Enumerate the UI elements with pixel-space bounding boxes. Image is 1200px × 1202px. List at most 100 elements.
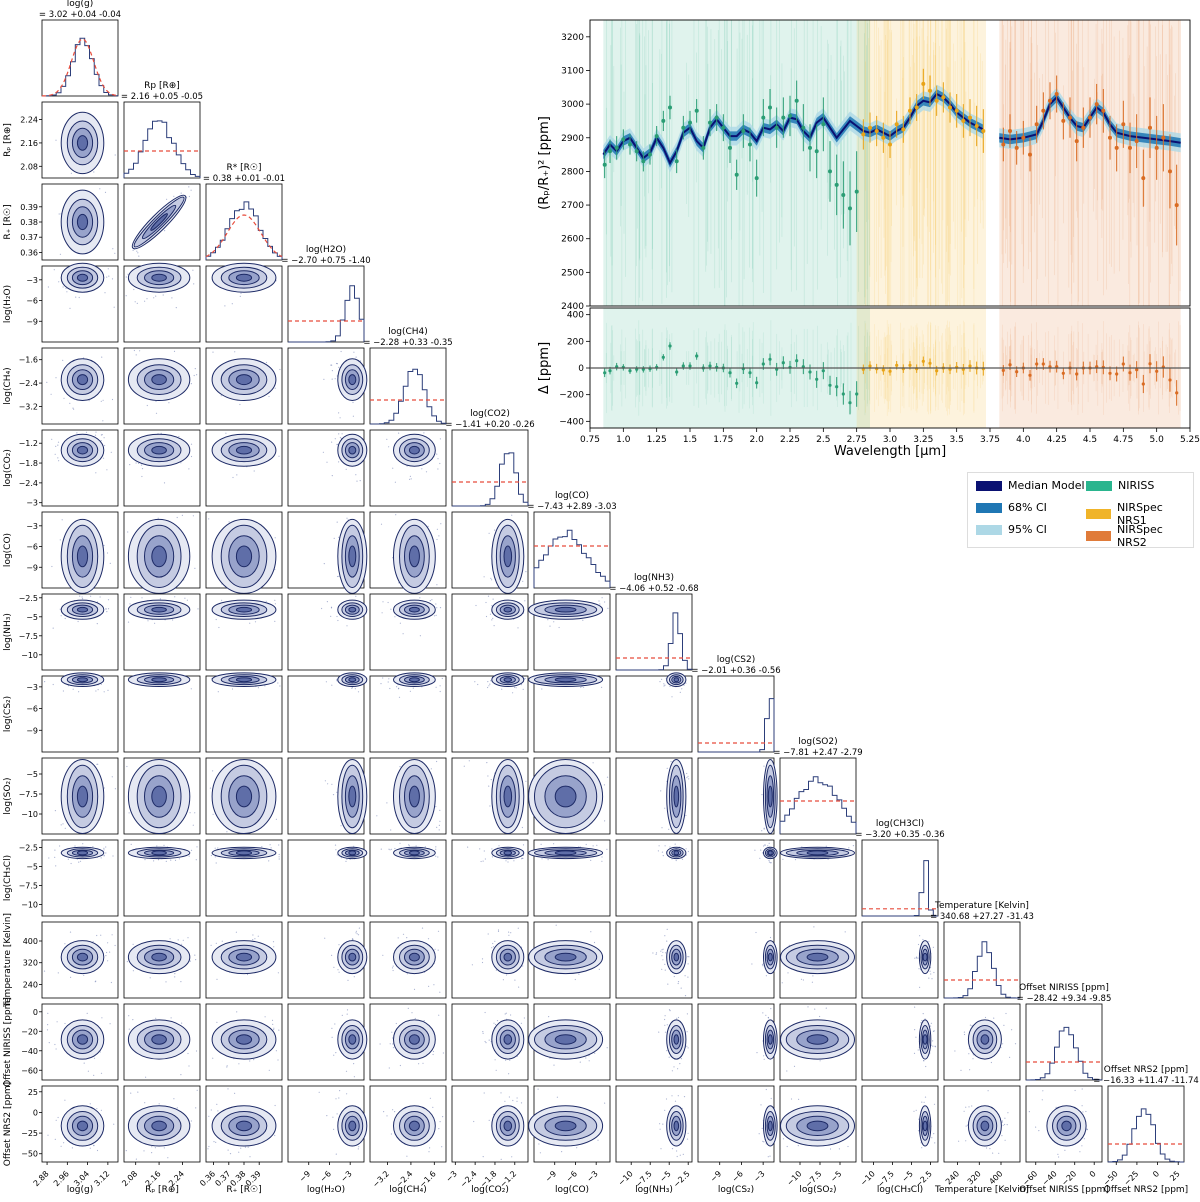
contour-level-3 bbox=[554, 952, 577, 962]
sample-dot bbox=[165, 981, 167, 983]
sample-dot bbox=[435, 603, 437, 605]
sample-dot bbox=[133, 349, 135, 352]
sample-dot bbox=[483, 1092, 485, 1094]
sample-dot bbox=[274, 1134, 276, 1137]
data-point bbox=[814, 149, 819, 154]
sample-dot bbox=[111, 398, 114, 401]
sample-dot bbox=[155, 295, 157, 297]
contour-level-3 bbox=[348, 850, 357, 856]
sample-dot bbox=[409, 475, 411, 477]
corner-panel-1-1: Rp [R⊕]= 2.16 +0.05 -0.05 bbox=[121, 81, 203, 179]
sample-dot bbox=[158, 1103, 160, 1105]
sample-dot bbox=[800, 978, 803, 980]
sample-dot bbox=[92, 846, 94, 848]
sample-dot bbox=[382, 954, 384, 956]
legend-swatch-95ci bbox=[976, 524, 1002, 535]
sample-dot bbox=[807, 1006, 809, 1008]
sample-dot bbox=[923, 1101, 925, 1103]
sample-dot bbox=[685, 682, 687, 684]
sample-dot bbox=[395, 1022, 397, 1025]
sample-dot bbox=[387, 681, 389, 683]
sample-dot bbox=[176, 516, 178, 519]
data-point bbox=[1134, 139, 1139, 144]
sample-dot bbox=[540, 843, 542, 846]
sample-dot bbox=[661, 949, 663, 951]
panel-frame bbox=[287, 675, 365, 753]
panel-frame bbox=[615, 675, 693, 753]
data-point bbox=[668, 105, 672, 110]
sample-dot bbox=[334, 844, 337, 846]
sample-dot bbox=[334, 1023, 336, 1025]
sample-dot bbox=[958, 1140, 960, 1142]
sample-dot bbox=[103, 691, 105, 693]
sample-dot bbox=[73, 408, 75, 410]
sample-dot bbox=[351, 938, 354, 940]
sample-dot bbox=[477, 683, 479, 686]
residual-point bbox=[968, 364, 972, 368]
corner-panel-11-7 bbox=[615, 921, 693, 999]
sample-dot bbox=[62, 359, 64, 361]
sample-dot bbox=[249, 1060, 251, 1062]
sample-dot bbox=[486, 762, 488, 764]
sample-dot bbox=[921, 1147, 923, 1149]
x-axis-label-8: log(CS₂) bbox=[718, 1185, 754, 1195]
sample-dot bbox=[324, 937, 326, 939]
sample-dot bbox=[59, 845, 61, 847]
contour-level-3 bbox=[408, 545, 420, 568]
spec-y-tick-label: 3100 bbox=[561, 66, 584, 76]
sample-dot bbox=[380, 848, 382, 850]
contour-level-3 bbox=[673, 952, 680, 962]
data-point bbox=[1174, 203, 1179, 208]
sample-dot bbox=[93, 171, 95, 173]
corner-panel-3-1 bbox=[123, 262, 201, 343]
param-summary-4: = −2.28 +0.33 -0.35 bbox=[363, 338, 452, 348]
sample-dot bbox=[934, 1142, 936, 1144]
spec-y-axis-label-bottom: Δ [ppm] bbox=[537, 342, 552, 394]
sample-dot bbox=[130, 843, 132, 846]
sample-dot bbox=[278, 1029, 280, 1031]
sample-dot bbox=[333, 537, 335, 540]
sample-dot bbox=[359, 360, 362, 362]
sample-dot bbox=[922, 938, 924, 941]
sample-dot bbox=[190, 688, 192, 690]
sample-dot bbox=[763, 1055, 765, 1057]
sample-dot bbox=[1041, 1099, 1043, 1101]
sample-dot bbox=[658, 845, 660, 847]
sample-dot bbox=[399, 622, 401, 624]
sample-dot bbox=[72, 688, 74, 690]
panel-frame bbox=[123, 675, 201, 753]
sample-dot bbox=[331, 441, 333, 443]
x-tick-label: 25 bbox=[1168, 1169, 1182, 1183]
sample-dot bbox=[770, 1008, 772, 1010]
sample-dot bbox=[352, 401, 354, 404]
sample-dot bbox=[398, 582, 400, 584]
sample-dot bbox=[494, 940, 496, 942]
corner-panel-3-2 bbox=[205, 262, 283, 343]
contour-level-3 bbox=[151, 1120, 167, 1132]
sample-dot bbox=[48, 1042, 50, 1044]
sample-dot bbox=[768, 860, 770, 862]
sample-dot bbox=[931, 978, 933, 980]
sample-dot bbox=[1074, 1089, 1076, 1092]
contour-level-3 bbox=[767, 785, 773, 808]
legend-label-95ci: 95% CI bbox=[1008, 523, 1047, 536]
sample-dot bbox=[762, 1140, 764, 1142]
corner-panel-10-7 bbox=[615, 839, 693, 917]
panel-frame bbox=[697, 757, 775, 835]
sample-dot bbox=[668, 828, 670, 830]
data-point bbox=[834, 182, 839, 187]
sample-dot bbox=[247, 1146, 249, 1148]
sample-dot bbox=[435, 614, 437, 617]
sample-dot bbox=[54, 1043, 56, 1046]
contour-level-3 bbox=[76, 374, 89, 386]
sample-dot bbox=[151, 1152, 153, 1154]
sample-dot bbox=[673, 975, 675, 978]
x-tick-label: −10 bbox=[616, 1169, 634, 1187]
sample-dot bbox=[95, 472, 97, 474]
sample-dot bbox=[388, 1067, 390, 1069]
sample-dot bbox=[249, 1156, 251, 1158]
